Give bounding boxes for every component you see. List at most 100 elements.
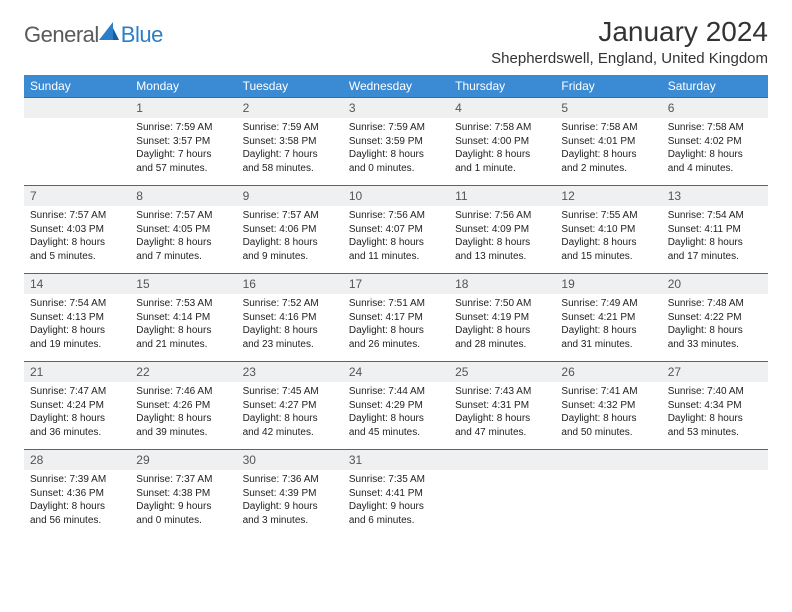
day-number: 10 <box>343 186 449 207</box>
day-daylight2: and 7 minutes. <box>136 250 230 264</box>
day-sunset: Sunset: 4:39 PM <box>243 487 337 501</box>
day-daylight1: Daylight: 8 hours <box>561 412 655 426</box>
day-number <box>24 98 130 119</box>
calendar-body: 123456Sunrise: 7:59 AMSunset: 3:57 PMDay… <box>24 98 768 538</box>
day-header-wed: Wednesday <box>343 75 449 98</box>
day-daylight2: and 31 minutes. <box>561 338 655 352</box>
day-number: 2 <box>237 98 343 119</box>
day-detail: Sunrise: 7:44 AMSunset: 4:29 PMDaylight:… <box>343 382 449 450</box>
day-number: 28 <box>24 450 130 471</box>
logo-text-general: General <box>24 22 99 48</box>
day-detail: Sunrise: 7:56 AMSunset: 4:09 PMDaylight:… <box>449 206 555 274</box>
day-daylight2: and 13 minutes. <box>455 250 549 264</box>
day-sunrise: Sunrise: 7:54 AM <box>30 297 124 311</box>
day-daylight1: Daylight: 8 hours <box>243 236 337 250</box>
day-detail: Sunrise: 7:57 AMSunset: 4:06 PMDaylight:… <box>237 206 343 274</box>
day-sunrise: Sunrise: 7:39 AM <box>30 473 124 487</box>
logo-text-blue: Blue <box>121 22 163 48</box>
day-daylight2: and 6 minutes. <box>349 514 443 528</box>
day-daylight2: and 5 minutes. <box>30 250 124 264</box>
day-sunset: Sunset: 3:57 PM <box>136 135 230 149</box>
logo: General Blue <box>24 16 163 48</box>
day-daylight1: Daylight: 7 hours <box>136 148 230 162</box>
day-daylight2: and 36 minutes. <box>30 426 124 440</box>
day-detail: Sunrise: 7:59 AMSunset: 3:59 PMDaylight:… <box>343 118 449 186</box>
day-daylight2: and 26 minutes. <box>349 338 443 352</box>
day-daylight2: and 42 minutes. <box>243 426 337 440</box>
day-sunset: Sunset: 4:00 PM <box>455 135 549 149</box>
day-sunrise: Sunrise: 7:36 AM <box>243 473 337 487</box>
day-number <box>555 450 661 471</box>
day-sunrise: Sunrise: 7:58 AM <box>455 121 549 135</box>
day-daylight2: and 17 minutes. <box>668 250 762 264</box>
week-daynum-row: 123456 <box>24 98 768 119</box>
day-daylight1: Daylight: 8 hours <box>349 324 443 338</box>
day-detail: Sunrise: 7:45 AMSunset: 4:27 PMDaylight:… <box>237 382 343 450</box>
day-sunrise: Sunrise: 7:58 AM <box>668 121 762 135</box>
day-sunset: Sunset: 4:41 PM <box>349 487 443 501</box>
day-daylight1: Daylight: 8 hours <box>561 324 655 338</box>
day-sunset: Sunset: 4:32 PM <box>561 399 655 413</box>
day-sunrise: Sunrise: 7:59 AM <box>243 121 337 135</box>
day-number: 4 <box>449 98 555 119</box>
day-daylight1: Daylight: 8 hours <box>349 236 443 250</box>
day-detail: Sunrise: 7:40 AMSunset: 4:34 PMDaylight:… <box>662 382 768 450</box>
day-number: 20 <box>662 274 768 295</box>
day-detail: Sunrise: 7:55 AMSunset: 4:10 PMDaylight:… <box>555 206 661 274</box>
day-sunrise: Sunrise: 7:54 AM <box>668 209 762 223</box>
day-daylight1: Daylight: 8 hours <box>668 236 762 250</box>
day-number: 21 <box>24 362 130 383</box>
day-daylight2: and 21 minutes. <box>136 338 230 352</box>
day-sunset: Sunset: 4:31 PM <box>455 399 549 413</box>
day-daylight2: and 47 minutes. <box>455 426 549 440</box>
day-sunset: Sunset: 4:36 PM <box>30 487 124 501</box>
day-daylight2: and 0 minutes. <box>136 514 230 528</box>
day-sunset: Sunset: 4:21 PM <box>561 311 655 325</box>
day-sunrise: Sunrise: 7:40 AM <box>668 385 762 399</box>
day-sunrise: Sunrise: 7:59 AM <box>136 121 230 135</box>
day-daylight1: Daylight: 8 hours <box>136 236 230 250</box>
day-header-mon: Monday <box>130 75 236 98</box>
day-daylight2: and 28 minutes. <box>455 338 549 352</box>
day-header-thu: Thursday <box>449 75 555 98</box>
day-sunset: Sunset: 4:06 PM <box>243 223 337 237</box>
day-sunrise: Sunrise: 7:58 AM <box>561 121 655 135</box>
day-sunrise: Sunrise: 7:55 AM <box>561 209 655 223</box>
day-sunset: Sunset: 4:01 PM <box>561 135 655 149</box>
day-detail: Sunrise: 7:59 AMSunset: 3:58 PMDaylight:… <box>237 118 343 186</box>
day-sunset: Sunset: 4:34 PM <box>668 399 762 413</box>
day-sunrise: Sunrise: 7:57 AM <box>136 209 230 223</box>
day-header-tue: Tuesday <box>237 75 343 98</box>
day-daylight1: Daylight: 8 hours <box>455 236 549 250</box>
day-sunrise: Sunrise: 7:43 AM <box>455 385 549 399</box>
day-sunrise: Sunrise: 7:44 AM <box>349 385 443 399</box>
calendar-table: Sunday Monday Tuesday Wednesday Thursday… <box>24 75 768 537</box>
day-detail: Sunrise: 7:52 AMSunset: 4:16 PMDaylight:… <box>237 294 343 362</box>
day-sunrise: Sunrise: 7:46 AM <box>136 385 230 399</box>
day-detail <box>449 470 555 537</box>
day-number: 25 <box>449 362 555 383</box>
day-daylight2: and 53 minutes. <box>668 426 762 440</box>
day-sunset: Sunset: 4:19 PM <box>455 311 549 325</box>
day-detail: Sunrise: 7:58 AMSunset: 4:02 PMDaylight:… <box>662 118 768 186</box>
day-daylight2: and 2 minutes. <box>561 162 655 176</box>
day-number: 30 <box>237 450 343 471</box>
day-number: 15 <box>130 274 236 295</box>
day-sunrise: Sunrise: 7:50 AM <box>455 297 549 311</box>
day-number: 16 <box>237 274 343 295</box>
day-daylight1: Daylight: 8 hours <box>243 412 337 426</box>
day-sunrise: Sunrise: 7:57 AM <box>243 209 337 223</box>
day-sunset: Sunset: 4:24 PM <box>30 399 124 413</box>
day-detail: Sunrise: 7:56 AMSunset: 4:07 PMDaylight:… <box>343 206 449 274</box>
day-daylight1: Daylight: 8 hours <box>30 500 124 514</box>
day-number: 9 <box>237 186 343 207</box>
day-detail: Sunrise: 7:58 AMSunset: 4:00 PMDaylight:… <box>449 118 555 186</box>
day-sunset: Sunset: 4:38 PM <box>136 487 230 501</box>
day-daylight2: and 11 minutes. <box>349 250 443 264</box>
day-daylight1: Daylight: 9 hours <box>136 500 230 514</box>
day-detail: Sunrise: 7:51 AMSunset: 4:17 PMDaylight:… <box>343 294 449 362</box>
day-detail: Sunrise: 7:53 AMSunset: 4:14 PMDaylight:… <box>130 294 236 362</box>
day-number: 7 <box>24 186 130 207</box>
logo-triangle-icon <box>99 22 119 40</box>
day-daylight1: Daylight: 8 hours <box>136 412 230 426</box>
